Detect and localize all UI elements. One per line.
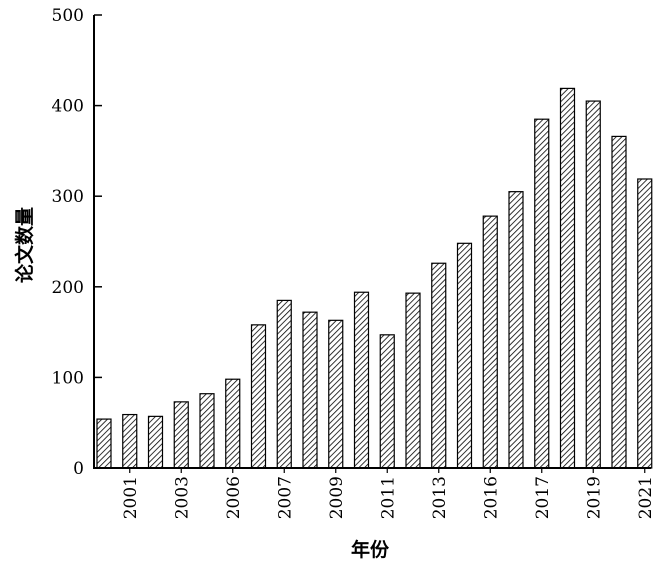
- bars-group: [96, 87, 653, 469]
- bar-20: [585, 100, 601, 469]
- x-tick-label-2003: 2003: [172, 476, 192, 519]
- bar-16: [482, 215, 498, 469]
- y-tick-label-100: 100: [52, 368, 84, 388]
- y-tick-label-0: 0: [73, 459, 84, 479]
- y-axis-title: 论文数量: [13, 207, 36, 283]
- y-tick-label-200: 200: [52, 278, 84, 298]
- bar-10: [328, 319, 344, 469]
- bar-15: [456, 242, 473, 469]
- x-tick-label-2009: 2009: [327, 476, 347, 519]
- bar-8: [276, 299, 292, 469]
- x-tick-label-2007: 2007: [275, 476, 295, 519]
- x-tick-label-2017: 2017: [533, 476, 553, 519]
- bar-18: [534, 118, 550, 469]
- bar-3: [147, 415, 164, 469]
- bar-1: [96, 418, 112, 469]
- x-tick-label-2001: 2001: [121, 476, 141, 519]
- bar-6: [225, 378, 241, 469]
- bar-22: [637, 178, 653, 469]
- bar-4: [173, 401, 189, 469]
- bar-21: [611, 135, 627, 469]
- bar-2: [122, 413, 138, 469]
- bar-5: [199, 393, 215, 469]
- x-axis-title: 年份: [351, 538, 390, 561]
- bar-13: [405, 292, 421, 469]
- y-tick-label-300: 300: [52, 187, 84, 207]
- x-tick-label-2021: 2021: [636, 476, 656, 519]
- bar-19: [559, 87, 576, 469]
- x-tick-label-2019: 2019: [584, 476, 604, 519]
- bar-14: [431, 262, 447, 469]
- x-tick-label-2006: 2006: [224, 476, 244, 519]
- bar-17: [508, 191, 524, 469]
- y-tick-label-500: 500: [52, 6, 84, 26]
- x-axis-ticks: 2001 2003 2006 2007 2009 2011 2013 2016 2017 2019…: [121, 468, 656, 519]
- bar-11: [353, 291, 370, 469]
- x-tick-label-2013: 2013: [430, 476, 450, 519]
- bar-9: [302, 311, 318, 469]
- bar-7: [250, 324, 267, 469]
- bar-12: [379, 334, 395, 469]
- x-tick-label-2011: 2011: [378, 476, 398, 519]
- y-axis-ticks: 0 100 200 300 400 500: [52, 6, 102, 479]
- y-tick-label-400: 400: [52, 97, 84, 117]
- x-tick-label-2016: 2016: [481, 476, 501, 519]
